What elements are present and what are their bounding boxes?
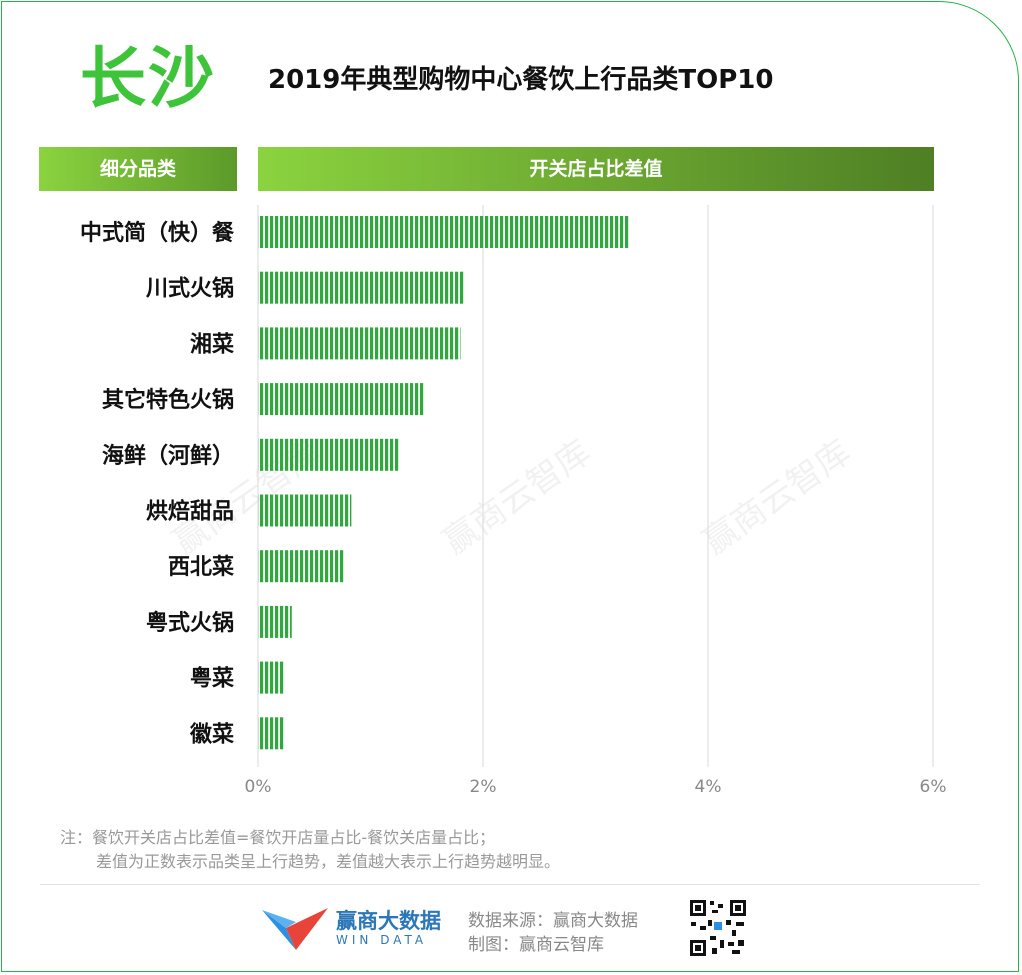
bar bbox=[258, 271, 465, 304]
x-tick-label: 4% bbox=[695, 777, 722, 797]
category-label: 粤式火锅 bbox=[146, 610, 234, 636]
bar bbox=[258, 327, 461, 360]
note-line-1: 注：餐饮开关店占比差值=餐饮开店量占比-餐饮关店量占比； bbox=[60, 828, 496, 847]
data-source: 数据来源：赢商大数据 bbox=[468, 911, 638, 931]
bar bbox=[258, 494, 352, 527]
bar bbox=[258, 550, 345, 583]
category-label: 烘焙甜品 bbox=[146, 499, 234, 525]
category-label: 中式简（快）餐 bbox=[80, 220, 235, 246]
note-line-2: 差值为正数表示品类呈上行趋势，差值越大表示上行趋势越明显。 bbox=[96, 852, 561, 871]
bar bbox=[258, 383, 425, 416]
bar bbox=[258, 438, 400, 471]
qr-code-icon bbox=[688, 898, 748, 958]
footer-divider bbox=[40, 884, 980, 885]
column-header-value: 开关店占比差值 bbox=[258, 147, 934, 191]
category-label: 徽菜 bbox=[189, 721, 234, 747]
chart-maker: 制图：赢商云智库 bbox=[468, 935, 604, 955]
win-data-logo-icon bbox=[262, 908, 328, 950]
city-name: 长沙 bbox=[80, 40, 216, 117]
bar bbox=[258, 661, 285, 694]
category-label: 粤菜 bbox=[190, 666, 234, 692]
chart-title: 2019年典型购物中心餐饮上行品类TOP10 bbox=[268, 65, 774, 95]
brand-name-en: WIN DATA bbox=[336, 933, 428, 947]
bar bbox=[258, 605, 292, 638]
x-tick-label: 2% bbox=[470, 777, 497, 797]
category-label: 西北菜 bbox=[168, 555, 234, 580]
bar bbox=[258, 216, 630, 248]
bar bbox=[258, 717, 285, 750]
category-label: 其它特色火锅 bbox=[102, 387, 234, 413]
x-tick-label: 6% bbox=[920, 777, 947, 797]
x-tick-label: 0% bbox=[245, 777, 272, 797]
category-label: 湘菜 bbox=[190, 332, 234, 357]
column-header-category: 细分品类 bbox=[39, 147, 237, 191]
category-label: 川式火锅 bbox=[145, 276, 234, 302]
category-label: 海鲜（河鲜） bbox=[102, 443, 234, 469]
brand-name-cn: 赢商大数据 bbox=[336, 909, 441, 933]
